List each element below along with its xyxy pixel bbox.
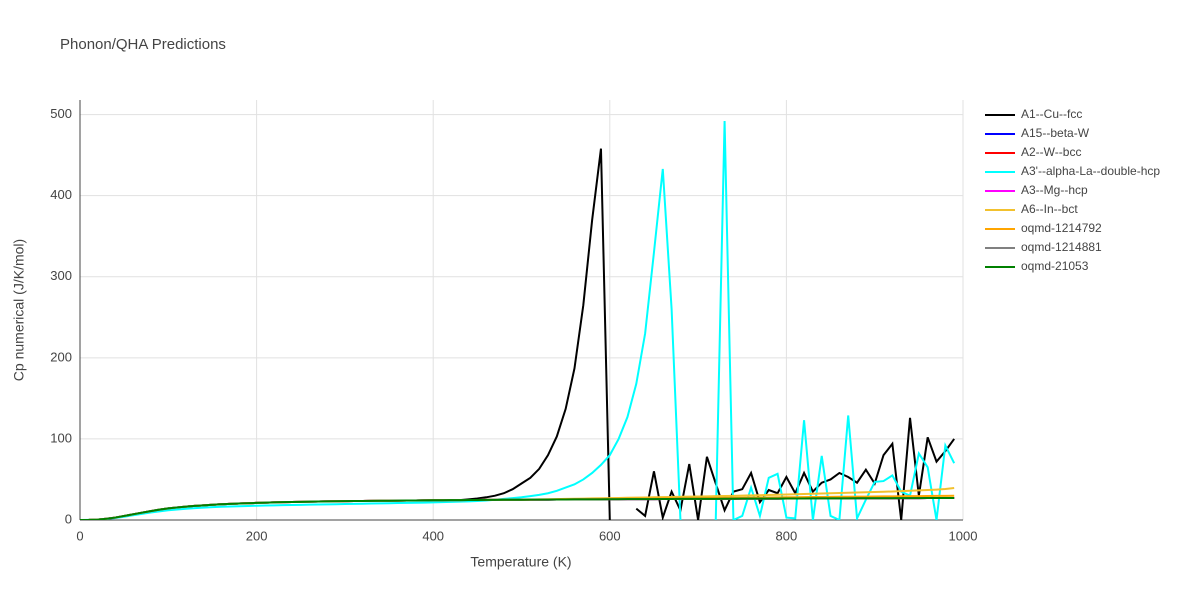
y-axis-title: Cp numerical (J/K/mol) [11,239,27,381]
legend-label: A6--In--bct [1021,202,1078,216]
legend-label: A3'--alpha-La--double-hcp [1021,164,1160,178]
y-tick-label: 300 [50,268,72,283]
y-tick-label: 0 [65,511,72,526]
plot-area [80,121,956,520]
legend-label: A3--Mg--hcp [1021,183,1088,197]
legend-label: oqmd-1214881 [1021,240,1102,254]
chart-title: Phonon/QHA Predictions [60,36,226,53]
series-line [635,417,955,520]
series-line [714,121,956,520]
legend-label: oqmd-1214792 [1021,221,1102,235]
legend-label: A15--beta-W [1021,126,1090,140]
x-tick-label: 200 [246,528,268,543]
series-line [80,496,955,520]
series-line [80,148,611,520]
x-tick-label: 400 [422,528,444,543]
legend: A1--Cu--fcc A15--beta-W A2--W--bcc A3'--alp… [985,107,1160,273]
y-tick-label: 200 [50,349,72,364]
x-tick-label: 1000 [949,528,978,543]
legend-label: oqmd-21053 [1021,259,1089,273]
y-tick-label: 500 [50,106,72,121]
series-line [80,168,682,520]
y-tick-label: 100 [50,430,72,445]
x-axis-title: Temperature (K) [470,554,571,570]
grid: 0 200 400 600 800 1000 0 100 200 300 400 500 [50,100,977,543]
x-tick-label: 600 [599,528,621,543]
y-tick-label: 400 [50,187,72,202]
series-line [80,496,955,520]
series-line [80,496,955,520]
x-tick-label: 800 [776,528,798,543]
series-line [80,496,955,520]
series-line [80,496,955,520]
legend-label: A2--W--bcc [1021,145,1081,159]
legend-label: A1--Cu--fcc [1021,107,1082,121]
x-tick-label: 0 [76,528,83,543]
